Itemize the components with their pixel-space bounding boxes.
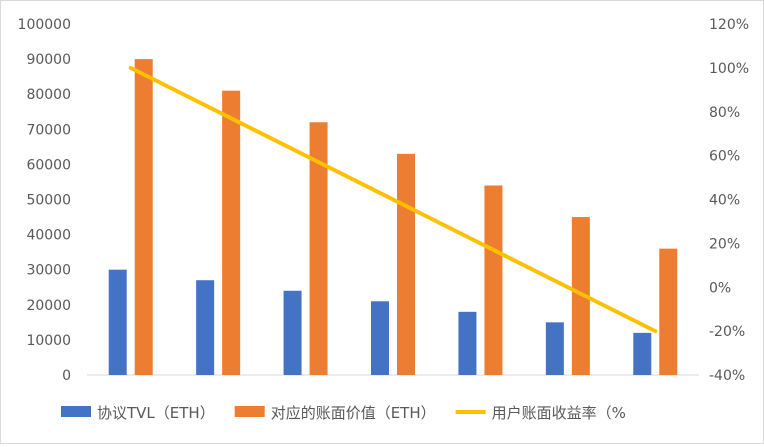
y-right-tick-label: -40% (709, 368, 745, 384)
y-left-tick-label: 20000 (26, 298, 71, 314)
y-left-tick-label: 40000 (26, 228, 71, 244)
legend-label-1: 对应的账面价值（ETH） (271, 404, 436, 422)
y-left-tick-label: 0 (62, 368, 71, 384)
bar-tvl (283, 290, 302, 375)
legend-swatch-1 (234, 406, 265, 417)
bar-book-value (571, 217, 590, 375)
bar-book-value (397, 153, 415, 375)
legend-label-0: 协议TVL（ETH） (97, 404, 215, 422)
y-left-tick-label: 80000 (26, 87, 71, 103)
bar-tvl (545, 322, 564, 375)
line-user-yield (128, 65, 658, 334)
y-right-tick-label: 80% (709, 105, 740, 121)
bar-tvl (458, 311, 477, 375)
bar-tvl (633, 332, 652, 375)
y-left-tick-label: 70000 (26, 122, 71, 138)
bar-book-value (659, 248, 678, 375)
y-right-tick-label: 20% (709, 236, 740, 252)
bar-tvl (196, 280, 215, 375)
bar-book-value (309, 122, 328, 375)
bar-tvl (108, 269, 127, 375)
y-right-tick-label: 100% (709, 61, 749, 77)
y-right-tick-label: 60% (709, 149, 740, 165)
bar-book-value (134, 59, 153, 375)
y-left-tick-label: 50000 (26, 193, 71, 209)
bar-book-value (222, 90, 241, 375)
legend-label-2: 用户账面收益率（% (492, 404, 626, 422)
y-left-tick-label: 60000 (26, 157, 71, 173)
y-right-tick-label: 0% (709, 280, 731, 296)
bar-book-value (484, 185, 503, 375)
y-left-tick-label: 30000 (26, 263, 71, 279)
y-right-tick-label: 40% (709, 193, 740, 209)
y-left-tick-label: 90000 (26, 52, 71, 68)
y-right-tick-label: -20% (709, 324, 745, 340)
y-left-tick-label: 10000 (26, 333, 71, 349)
y-left-tick-label: 100000 (18, 17, 71, 33)
bar-tvl (371, 301, 389, 375)
y-right-tick-label: 120% (709, 17, 749, 33)
legend-swatch-0 (61, 406, 91, 417)
